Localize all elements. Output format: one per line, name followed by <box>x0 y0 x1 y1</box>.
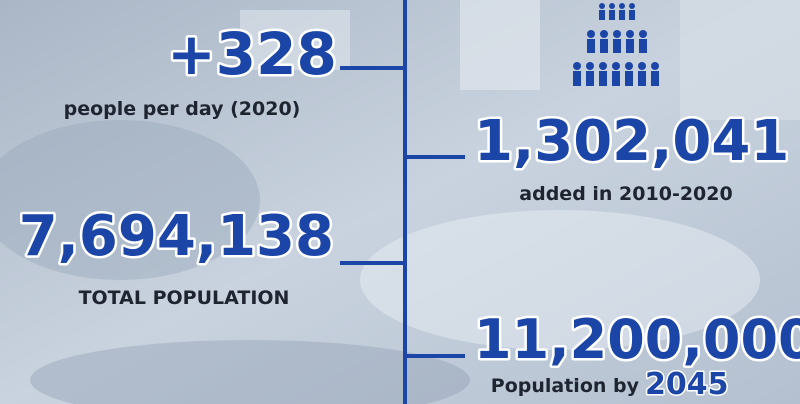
infographic: +328 people per day (2020) 7,694,138 TOT… <box>0 0 800 404</box>
stat-year: 2045 <box>645 367 729 402</box>
stat-label: TOTAL POPULATION <box>79 287 290 309</box>
stat-label: added in 2010-2020 <box>519 183 732 205</box>
stat-label: people per day (2020) <box>64 98 301 120</box>
stat-label: Population by <box>491 375 640 397</box>
stat-number: 1,302,041 <box>474 109 789 174</box>
stat-number: 11,200,000 <box>474 308 800 371</box>
stat-number: +328 <box>167 20 337 88</box>
stat-number: 7,694,138 <box>19 204 334 269</box>
